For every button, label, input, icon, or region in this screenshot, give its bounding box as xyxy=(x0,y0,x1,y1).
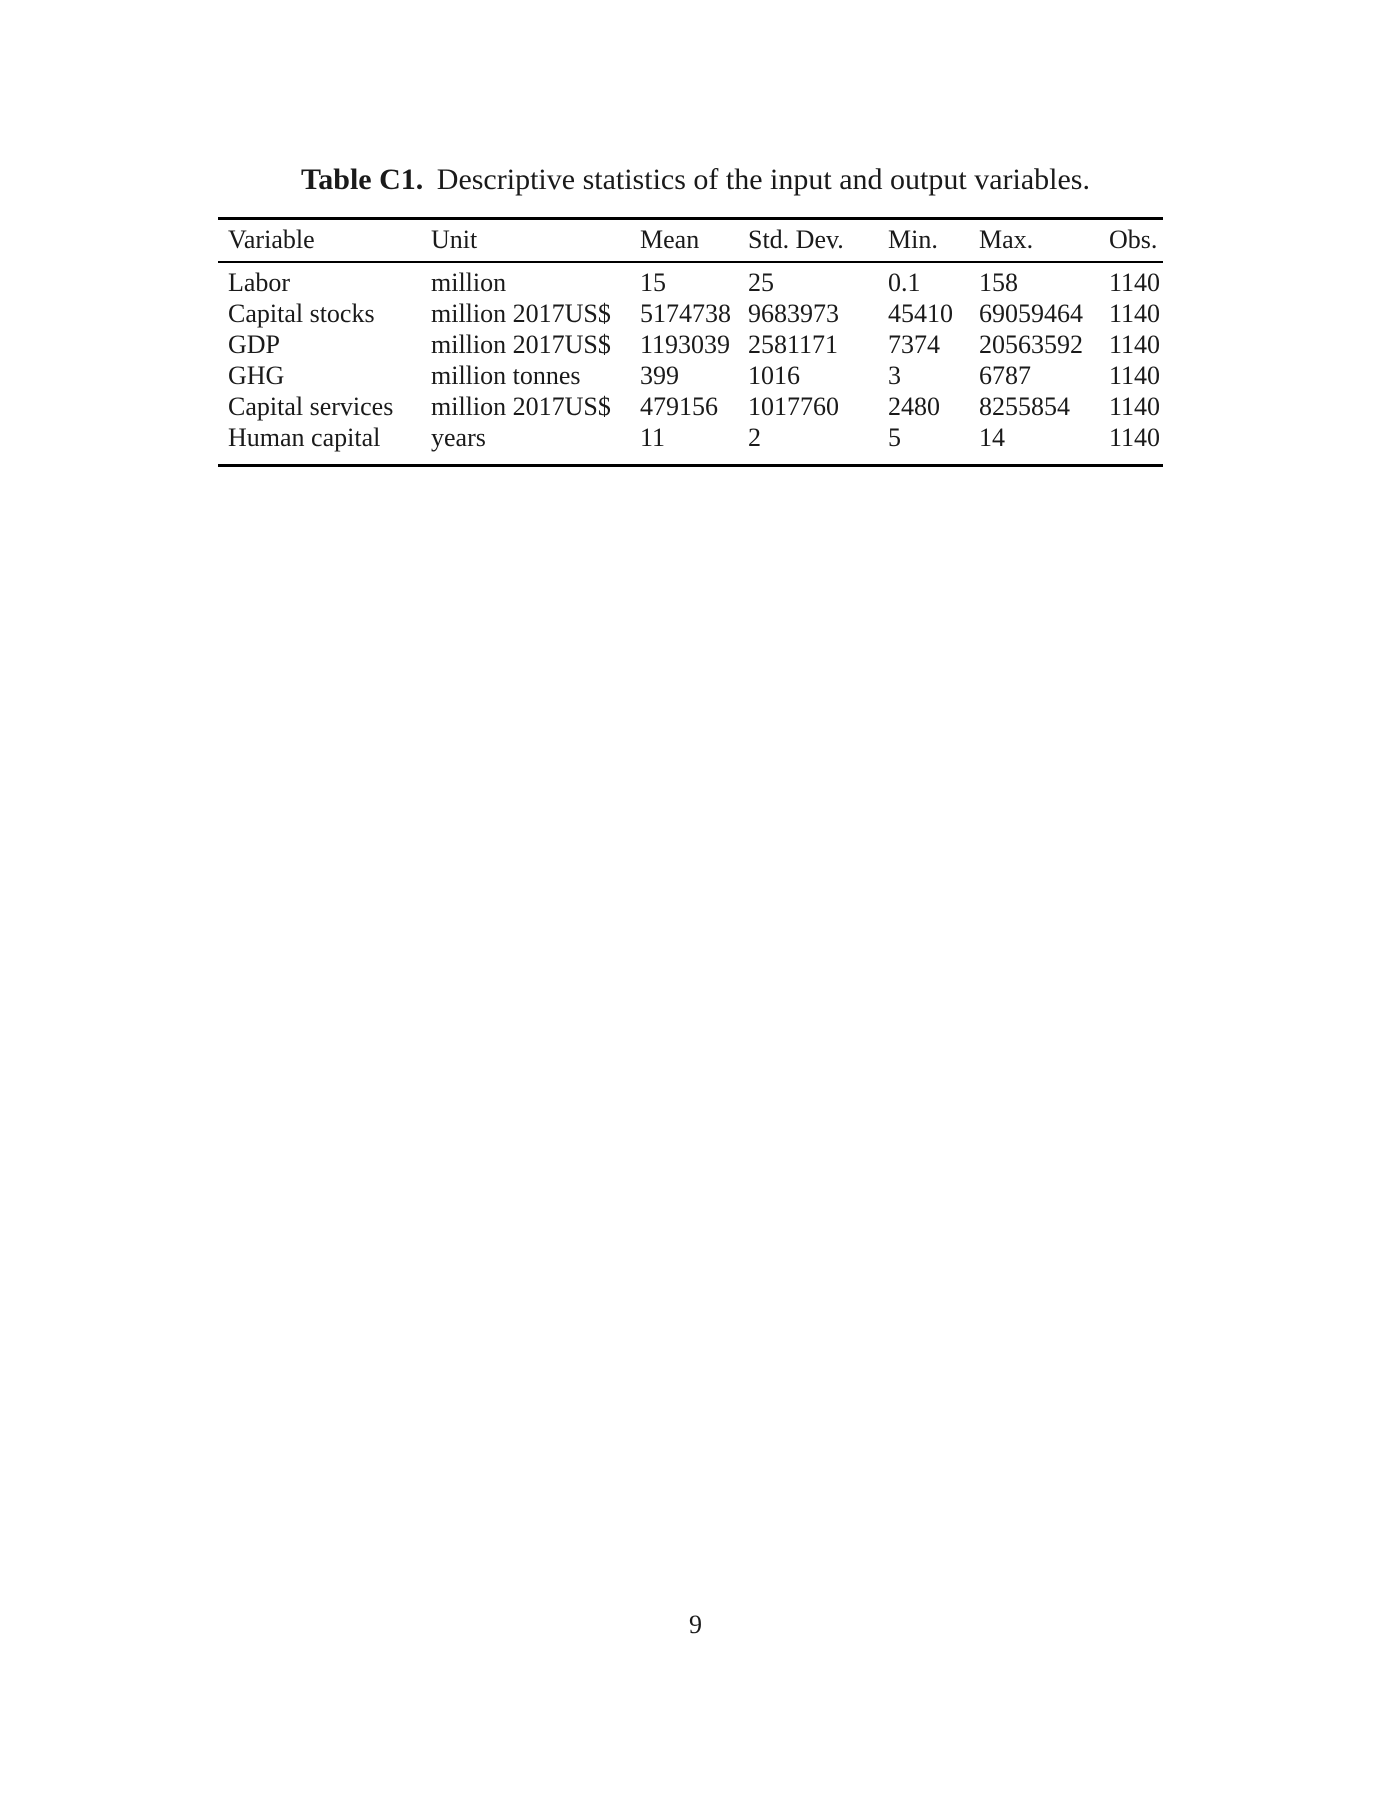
table-cell: years xyxy=(431,422,486,452)
table-cell: 5174738 xyxy=(640,298,731,328)
table-cell: 20563592 xyxy=(979,329,1083,359)
table-caption-label: Table C1. xyxy=(301,163,424,196)
table-row-capital-stocks: Capital stocks million 2017US$ 5174738 9… xyxy=(218,298,1163,329)
table-cell: million tonnes xyxy=(431,360,581,390)
table-cell: 2480 xyxy=(888,391,940,421)
table-cell: 1140 xyxy=(1109,422,1161,452)
row-label: GDP xyxy=(228,329,281,359)
table-cell: 479156 xyxy=(640,391,718,421)
table-caption: Table C1. Descriptive statistics of the i… xyxy=(0,163,1391,197)
table-cell: 158 xyxy=(979,267,1018,297)
table-cell: 8255854 xyxy=(979,391,1070,421)
table-row-capital-services: Capital services million 2017US$ 479156 … xyxy=(218,391,1163,422)
table-cell: 6787 xyxy=(979,360,1031,390)
table-cell: 15 xyxy=(640,267,666,297)
column-header-variable: Variable xyxy=(218,218,431,263)
table-cell: 14 xyxy=(979,422,1005,452)
table-row-labor: Labor million 15 25 0.1 158 1140 xyxy=(218,262,1163,298)
table-cell: 3 xyxy=(888,360,901,390)
table-cell: 7374 xyxy=(888,329,940,359)
table-cell: 2 xyxy=(748,422,761,452)
table-cell: 1140 xyxy=(1109,329,1161,359)
table-cell: 399 xyxy=(640,360,679,390)
table-cell: 11 xyxy=(640,422,666,452)
table-cell: million 2017US$ xyxy=(431,329,611,359)
row-label: Labor xyxy=(228,267,291,297)
table-cell: 5 xyxy=(888,422,901,452)
table-cell: 69059464 xyxy=(979,298,1083,328)
table-cell: 25 xyxy=(748,267,774,297)
table-cell: 1193039 xyxy=(640,329,731,359)
table-row-human-capital: Human capital years 11 2 5 14 1140 xyxy=(218,422,1163,466)
table-cell: million xyxy=(431,267,507,297)
table-cell: 0.1 xyxy=(888,267,921,297)
table-cell: 45410 xyxy=(888,298,953,328)
row-label: GHG xyxy=(228,360,285,390)
table-cell: million 2017US$ xyxy=(431,391,611,421)
table-cell: 1140 xyxy=(1109,298,1161,328)
column-header-std-dev: Std. Dev. xyxy=(748,218,888,263)
table-cell: 1140 xyxy=(1109,360,1161,390)
column-header-obs: Obs. xyxy=(1109,218,1163,263)
table-cell: 1017760 xyxy=(748,391,839,421)
column-header-unit: Unit xyxy=(431,218,640,263)
row-label: Capital stocks xyxy=(228,298,375,328)
column-header-mean: Mean xyxy=(640,218,748,263)
table-cell: 1016 xyxy=(748,360,800,390)
table-caption-text: Descriptive statistics of the input and … xyxy=(436,163,1090,196)
row-label: Human capital xyxy=(228,422,381,452)
table-cell: 2581171 xyxy=(748,329,839,359)
table-cell: million 2017US$ xyxy=(431,298,611,328)
page-number: 9 xyxy=(689,1610,702,1639)
column-header-max: Max. xyxy=(979,218,1109,263)
row-label: Capital services xyxy=(228,391,394,421)
table-row-ghg: GHG million tonnes 399 1016 3 6787 1140 xyxy=(218,360,1163,391)
descriptive-statistics-table: Variable Unit Mean Std. Dev. Min. Max. O… xyxy=(218,217,1163,467)
table-cell: 1140 xyxy=(1109,267,1161,297)
table-cell: 1140 xyxy=(1109,391,1161,421)
header-row: Variable Unit Mean Std. Dev. Min. Max. O… xyxy=(218,218,1163,263)
table-cell: 9683973 xyxy=(748,298,839,328)
column-header-min: Min. xyxy=(888,218,979,263)
table-row-gdp: GDP million 2017US$ 1193039 2581171 7374… xyxy=(218,329,1163,360)
